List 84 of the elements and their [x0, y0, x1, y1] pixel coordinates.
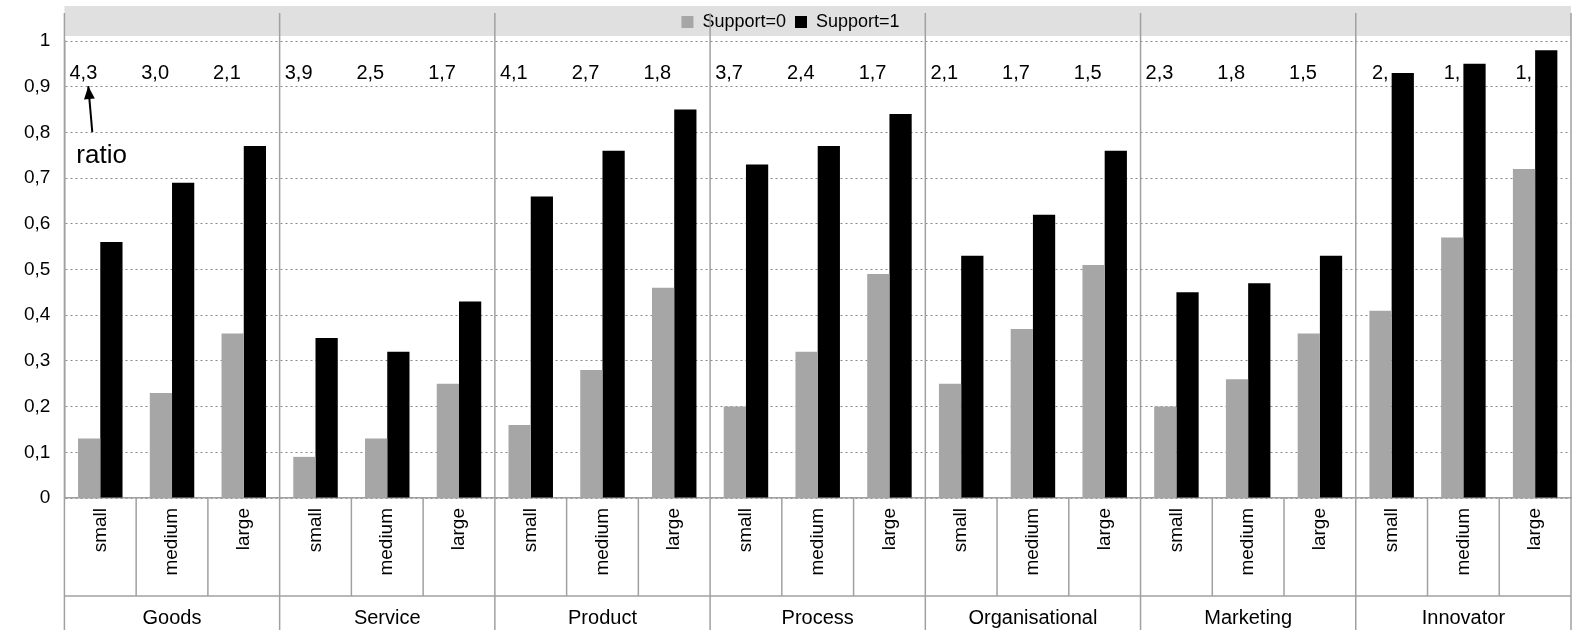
y-tick-label: 0,8: [23, 120, 51, 142]
legend-label: Support=1: [816, 10, 900, 31]
text: Marketing: [1204, 605, 1293, 628]
annotation: 1,8: [643, 60, 672, 83]
annotation: 1,8: [1217, 60, 1246, 83]
y-tick-label: 0,3: [23, 349, 51, 371]
bar: [1535, 50, 1558, 498]
x-tick-label: large: [447, 508, 469, 551]
annotation: 2,: [1371, 60, 1389, 83]
text: Innovator: [1421, 605, 1506, 628]
x-tick-label: medium: [590, 508, 612, 576]
bar: [315, 338, 338, 498]
x-tick-label: large: [662, 508, 684, 551]
bar: [602, 150, 625, 498]
annotation: 1,: [1443, 60, 1461, 83]
bar: [889, 114, 912, 498]
annotation: 2,7: [571, 60, 600, 83]
x-tick-label: small: [303, 508, 325, 553]
annotation: 4,3: [69, 60, 98, 83]
text: Goods: [142, 605, 202, 628]
bar: [387, 351, 410, 498]
bar: [100, 242, 123, 498]
x-tick-label: small: [88, 508, 110, 553]
text: Service: [353, 605, 421, 628]
x-tick-label: large: [232, 508, 253, 551]
text: Organisational: [968, 605, 1098, 628]
y-tick-label: 0,6: [23, 212, 51, 234]
x-tick-label: large: [1523, 508, 1545, 551]
y-tick-label: 0,9: [23, 74, 51, 96]
bar: [1319, 255, 1343, 498]
bar: [1176, 292, 1199, 498]
bar: [1391, 72, 1414, 498]
annotation: 1,5: [1289, 60, 1317, 83]
x-tick-label: large: [877, 508, 899, 551]
x-tick-label: medium: [375, 508, 397, 576]
bar: [530, 196, 553, 498]
annotation: 1,7: [858, 60, 887, 83]
bar: [172, 182, 195, 498]
x-tick-label: large: [1308, 508, 1330, 551]
x-tick-label: small: [1164, 508, 1186, 553]
bar: [1032, 214, 1056, 498]
bar: [961, 255, 984, 498]
x-tick-label: medium: [1021, 508, 1043, 576]
y-tick-label: 0,2: [23, 394, 51, 416]
bar: [1104, 150, 1127, 498]
annotation: 3,0: [141, 60, 170, 83]
y-tick-label: 0,1: [23, 440, 51, 462]
text: Process: [781, 605, 854, 628]
y-tick-label: 0,4: [23, 303, 51, 325]
x-tick-label: small: [949, 508, 971, 553]
bar: [674, 109, 697, 498]
x-tick-label: medium: [805, 508, 827, 576]
bar: [1248, 283, 1271, 498]
annotation: ratio: [76, 139, 127, 170]
bar: [459, 301, 482, 498]
x-tick-label: medium: [1236, 508, 1258, 576]
annotation: 2,4: [786, 60, 815, 83]
x-tick-label: medium: [1451, 508, 1473, 576]
annotation: 2,5: [356, 60, 385, 83]
legend-label: Support=0: [702, 10, 787, 31]
x-tick-label: small: [518, 508, 540, 553]
annotation: 2,3: [1145, 60, 1174, 83]
x-tick-label: small: [1379, 508, 1401, 553]
annotation: 1,7: [1002, 60, 1030, 83]
x-tick-label: small: [734, 508, 756, 553]
x-tick-label: medium: [160, 508, 182, 576]
y-tick-label: 0: [39, 486, 51, 508]
bar: [1463, 63, 1486, 498]
annotation: 1,7: [428, 60, 456, 83]
text: Product: [568, 605, 638, 628]
annotation: 3,7: [715, 60, 743, 83]
annotation: 2,1: [212, 60, 241, 83]
bar: [817, 146, 840, 498]
annotation: 1,5: [1073, 60, 1102, 83]
bar: [243, 146, 267, 498]
annotation: 3,9: [284, 60, 313, 83]
y-tick-label: 0,5: [23, 257, 51, 279]
annotation: 4,1: [499, 60, 528, 83]
annotation: 2,1: [930, 60, 959, 83]
y-tick-label: 1: [39, 29, 51, 51]
annotation: 1,: [1515, 60, 1533, 83]
y-tick-label: 0,7: [23, 166, 51, 188]
x-tick-label: large: [1092, 508, 1114, 551]
bar: [745, 164, 769, 498]
